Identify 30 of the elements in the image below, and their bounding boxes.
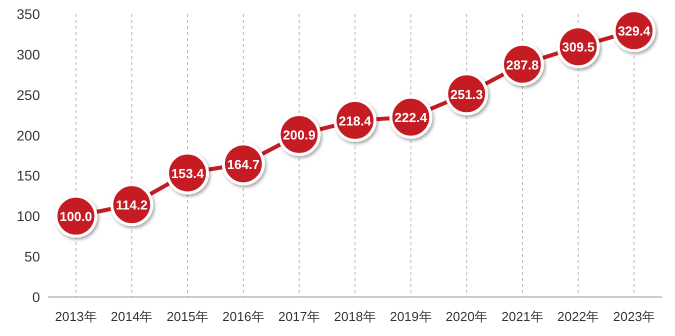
y-tick-label: 200 [16, 127, 40, 144]
data-label: 100.0 [60, 209, 92, 224]
y-tick-label: 350 [16, 6, 40, 22]
x-tick-label: 2023年 [613, 309, 656, 324]
x-tick-label: 2022年 [557, 309, 600, 324]
y-tick-label: 50 [24, 248, 40, 265]
x-tick-label: 2016年 [222, 309, 264, 324]
data-label: 222.4 [394, 110, 428, 126]
data-label: 153.4 [171, 166, 205, 181]
data-label: 329.4 [618, 24, 652, 39]
data-label: 287.8 [506, 57, 539, 72]
data-label: 218.4 [338, 113, 372, 128]
y-tick-label: 0 [32, 289, 40, 305]
y-tick-label: 250 [16, 86, 40, 103]
x-tick-label: 2013年 [54, 309, 97, 324]
data-label: 200.9 [282, 128, 316, 143]
x-tick-label: 2015年 [166, 309, 209, 324]
x-tick-label: 2014年 [110, 309, 153, 324]
y-tick-label: 300 [16, 46, 40, 62]
data-label: 114.2 [116, 198, 148, 213]
x-tick-label: 2017年 [278, 309, 320, 324]
x-tick-label: 2019年 [390, 309, 432, 324]
x-tick-label: 2020年 [446, 309, 488, 324]
data-label: 164.7 [227, 156, 260, 172]
data-label: 309.5 [562, 40, 595, 55]
data-label: 251.3 [450, 86, 483, 102]
x-tick-label: 2018年 [334, 309, 376, 324]
x-tick-label: 2021年 [501, 309, 544, 324]
y-tick-label: 150 [16, 168, 40, 184]
y-tick-label: 100 [16, 208, 40, 224]
